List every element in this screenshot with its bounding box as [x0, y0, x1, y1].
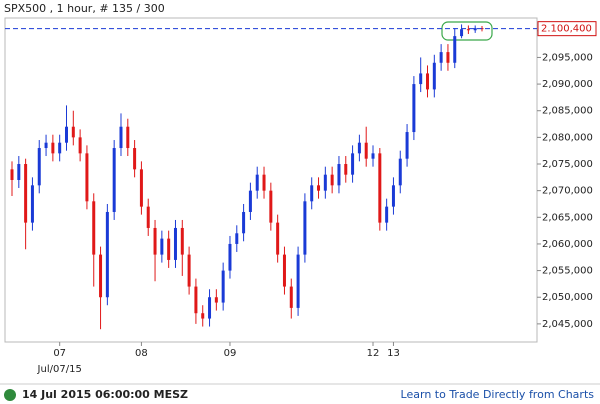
candle-body	[201, 313, 205, 319]
candle-body	[357, 142, 361, 154]
plot-frame	[4, 17, 538, 343]
candle-body	[99, 254, 103, 298]
last-price-label: 2.100,400	[541, 24, 592, 35]
timestamp: 14 Jul 2015 06:00:00 MESZ	[22, 388, 188, 401]
candle-body	[303, 201, 307, 255]
status-icon	[4, 389, 16, 401]
candle-body	[71, 126, 75, 138]
candle-body	[126, 126, 130, 149]
y-tick-label: 2,055,000	[542, 266, 593, 277]
x-tick-label: 13	[387, 348, 400, 359]
candle-body	[310, 185, 314, 202]
candle-body	[398, 158, 402, 186]
y-tick-label: 2,070,000	[542, 186, 593, 197]
candle-body	[194, 286, 198, 314]
candle-body	[228, 243, 232, 271]
chart-title: SPX500 , 1 hour, # 135 / 300	[4, 2, 165, 15]
x-date-label: Jul/07/15	[37, 364, 82, 375]
candle-body	[92, 201, 96, 255]
x-tick-label: 12	[367, 348, 380, 359]
candle-body	[446, 52, 450, 63]
candle-body	[221, 270, 225, 303]
candle-body	[296, 254, 300, 308]
y-tick-label: 2,060,000	[542, 239, 593, 250]
learn-link[interactable]: Learn to Trade Directly from Charts	[401, 388, 595, 401]
candle-body	[344, 164, 348, 175]
candle-body	[119, 126, 123, 149]
candle-body	[10, 169, 14, 180]
candle-body	[439, 52, 443, 63]
candle-body	[371, 153, 375, 159]
candle-body	[173, 227, 177, 260]
x-tick-label: 07	[53, 348, 66, 359]
y-tick-label: 2,090,000	[542, 79, 593, 90]
candle-body	[105, 211, 109, 298]
candle-body	[160, 238, 164, 255]
candle-body	[64, 126, 68, 143]
candle-body	[51, 142, 55, 154]
candle-body	[78, 137, 82, 154]
candle-body	[317, 185, 321, 191]
candle-body	[262, 174, 266, 191]
candle-body	[351, 153, 355, 175]
candle-body	[385, 206, 389, 223]
last-price-box	[537, 21, 597, 37]
candle-body	[405, 132, 409, 159]
x-tick-label: 08	[135, 348, 148, 359]
candle-body	[44, 142, 48, 149]
candle-body	[37, 148, 41, 186]
candle-body	[242, 211, 246, 234]
candle-body	[187, 254, 191, 287]
candle-body	[412, 84, 416, 133]
y-tick-label: 2,050,000	[542, 292, 593, 303]
candle-body	[112, 148, 116, 212]
candle-body	[337, 164, 341, 186]
y-tick-label: 2,085,000	[542, 106, 593, 117]
candle-body	[419, 73, 423, 85]
candle-body	[473, 28, 477, 31]
candle-body	[466, 29, 470, 31]
candle-body	[214, 297, 218, 303]
y-tick-label: 2,080,000	[542, 132, 593, 143]
candle-body	[289, 286, 293, 308]
y-tick-label: 2,095,000	[542, 52, 593, 63]
candle-body	[323, 174, 327, 191]
candle-body	[255, 174, 259, 191]
candle-body	[378, 153, 382, 223]
highlight	[441, 21, 493, 41]
candle-body	[235, 233, 239, 244]
candle-body	[85, 153, 89, 202]
candle-body	[426, 73, 430, 90]
candle-body	[24, 164, 28, 223]
candle-body	[17, 164, 21, 180]
candle-body	[269, 190, 273, 223]
y-tick-label: 2,075,000	[542, 159, 593, 170]
candle-body	[460, 29, 464, 37]
candle-body	[30, 185, 34, 223]
candle-body	[208, 297, 212, 319]
candle-body	[167, 238, 171, 260]
candle-body	[282, 254, 286, 287]
candle-body	[180, 227, 184, 255]
candle-body	[432, 62, 436, 90]
x-tick-label: 09	[224, 348, 237, 359]
candle-body	[276, 222, 280, 255]
candle-body	[330, 174, 334, 186]
y-tick-label: 2,065,000	[542, 212, 593, 223]
candle-body	[133, 148, 137, 170]
candle-body	[153, 227, 157, 255]
candle-body	[58, 142, 62, 154]
candle-body	[139, 169, 143, 207]
candle-body	[146, 206, 150, 228]
candle-body	[364, 142, 368, 159]
candle-body	[391, 185, 395, 207]
y-tick-label: 2,045,000	[542, 319, 593, 330]
candle-body	[248, 190, 252, 212]
candle-body	[453, 36, 457, 63]
